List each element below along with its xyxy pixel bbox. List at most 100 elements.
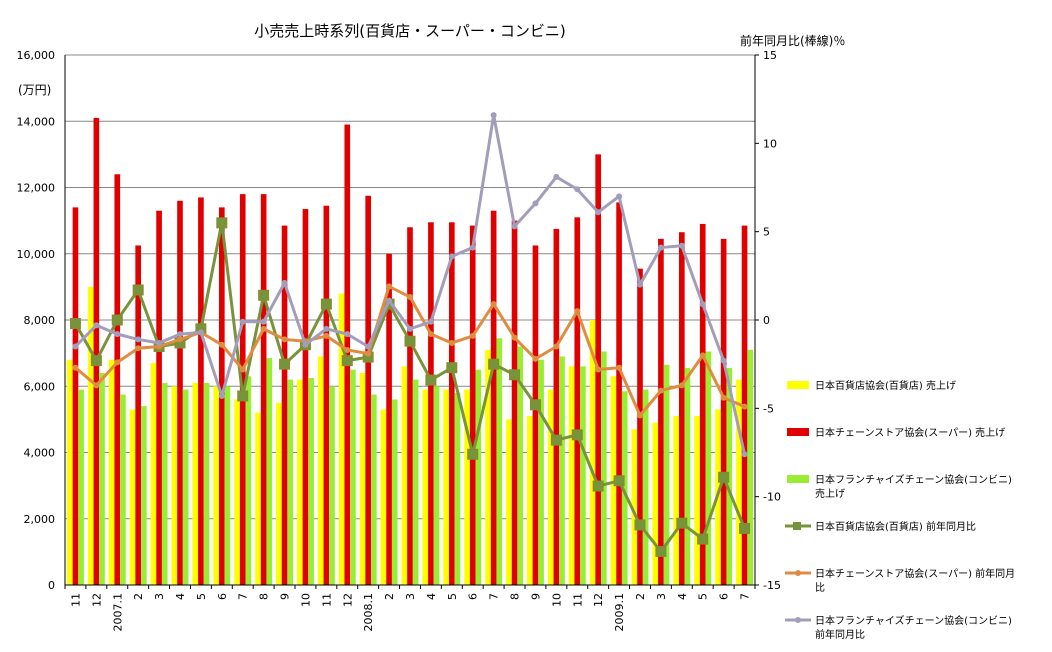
line-marker xyxy=(697,533,709,545)
bar xyxy=(574,217,581,585)
legend-label: 日本チェーンストア協会(スーパー) 前年同月 xyxy=(815,567,1015,580)
line-marker xyxy=(511,223,518,230)
bar xyxy=(464,389,470,585)
x-tick-label: 2007.1 xyxy=(111,593,124,632)
left-tick-label: 2,000 xyxy=(24,513,56,526)
bar xyxy=(380,409,387,585)
bar xyxy=(99,373,105,585)
bar xyxy=(296,379,303,585)
line-marker xyxy=(344,347,351,354)
bar xyxy=(694,416,700,585)
bar xyxy=(135,245,142,585)
line-marker xyxy=(571,429,583,441)
right-tick-label: 5 xyxy=(763,226,770,239)
legend-marker xyxy=(793,522,801,530)
x-tick-label: 8 xyxy=(509,593,522,600)
bar xyxy=(547,389,554,585)
line-marker xyxy=(135,336,142,343)
line-marker xyxy=(550,434,562,446)
line-marker xyxy=(592,480,604,492)
right-tick-label: 10 xyxy=(763,137,777,150)
line-marker xyxy=(637,412,643,419)
line-marker xyxy=(93,322,100,329)
line-marker xyxy=(637,281,643,288)
x-tick-label: 2 xyxy=(383,593,396,600)
bar xyxy=(365,195,372,585)
left-tick-label: 16,000 xyxy=(17,49,56,62)
line-marker xyxy=(676,517,688,529)
line-marker xyxy=(718,471,730,483)
line-marker xyxy=(529,399,541,411)
bar xyxy=(490,210,497,585)
bar xyxy=(663,364,670,585)
bar xyxy=(506,419,512,585)
bar-group xyxy=(66,117,754,585)
line-marker xyxy=(407,325,413,332)
line-marker xyxy=(699,301,706,308)
legend-label: 売上げ xyxy=(815,487,845,500)
line-marker xyxy=(739,522,751,534)
line-marker xyxy=(407,294,413,301)
line-marker xyxy=(720,394,727,401)
x-tick-label: 2 xyxy=(634,593,647,600)
line-marker xyxy=(469,244,476,251)
bar xyxy=(532,245,539,585)
x-tick-label: 4 xyxy=(425,593,438,600)
bar xyxy=(736,379,742,585)
line-marker xyxy=(281,336,288,343)
bar xyxy=(161,382,168,585)
bar xyxy=(224,386,231,585)
line-marker xyxy=(132,284,144,296)
line-marker xyxy=(281,279,288,286)
line-marker xyxy=(258,289,270,301)
x-tick-label: 10 xyxy=(299,593,312,607)
legend-label: 日本チェーンストア協会(スーパー) 売上げ xyxy=(815,426,1005,439)
x-tick-label: 12 xyxy=(341,593,354,607)
bar xyxy=(673,416,679,585)
bar xyxy=(66,359,73,585)
bar xyxy=(78,389,84,585)
right-tick-label: -15 xyxy=(763,579,781,592)
line-marker xyxy=(218,392,225,399)
bar xyxy=(475,369,482,585)
bar xyxy=(129,409,136,585)
legend-marker xyxy=(795,617,801,623)
line-marker xyxy=(490,112,497,119)
bar xyxy=(308,377,314,585)
bar xyxy=(114,174,121,585)
x-tick-label: 10 xyxy=(550,593,563,607)
line-marker xyxy=(386,283,393,290)
bar xyxy=(329,386,335,585)
bar xyxy=(601,351,607,585)
right-tick-label: -5 xyxy=(763,402,774,415)
x-tick-label: 12 xyxy=(592,593,605,607)
line-marker xyxy=(425,374,437,386)
line-marker xyxy=(111,314,123,326)
left-tick-label: 14,000 xyxy=(17,115,56,128)
x-tick-label: 5 xyxy=(446,593,459,600)
legend-label: 日本百貨店協会(百貨店) 売上げ xyxy=(815,379,956,392)
left-tick-label: 6,000 xyxy=(24,380,56,393)
bar xyxy=(496,338,503,585)
legend-label: 日本フランチャイズチェーン協会(コンビニ) xyxy=(815,614,1012,627)
bar xyxy=(171,386,178,585)
x-tick-label: 11 xyxy=(320,593,333,607)
line-marker xyxy=(595,209,602,216)
left-axis-unit: (万円) xyxy=(18,83,51,97)
bar xyxy=(616,202,622,585)
legend-label: 前年同月比 xyxy=(815,628,865,641)
bar xyxy=(720,238,727,585)
line-marker xyxy=(657,244,664,251)
x-tick-label: 6 xyxy=(718,593,731,600)
right-tick-label: 15 xyxy=(763,49,777,62)
bar xyxy=(255,412,261,585)
line-marker xyxy=(114,359,121,366)
legend-label: 日本百貨店協会(百貨店) 前年同月比 xyxy=(815,520,976,533)
bar xyxy=(141,406,147,585)
bar xyxy=(469,225,476,585)
line-marker xyxy=(72,343,79,350)
bar xyxy=(213,386,219,585)
bar xyxy=(553,228,560,585)
line-marker xyxy=(365,350,372,357)
